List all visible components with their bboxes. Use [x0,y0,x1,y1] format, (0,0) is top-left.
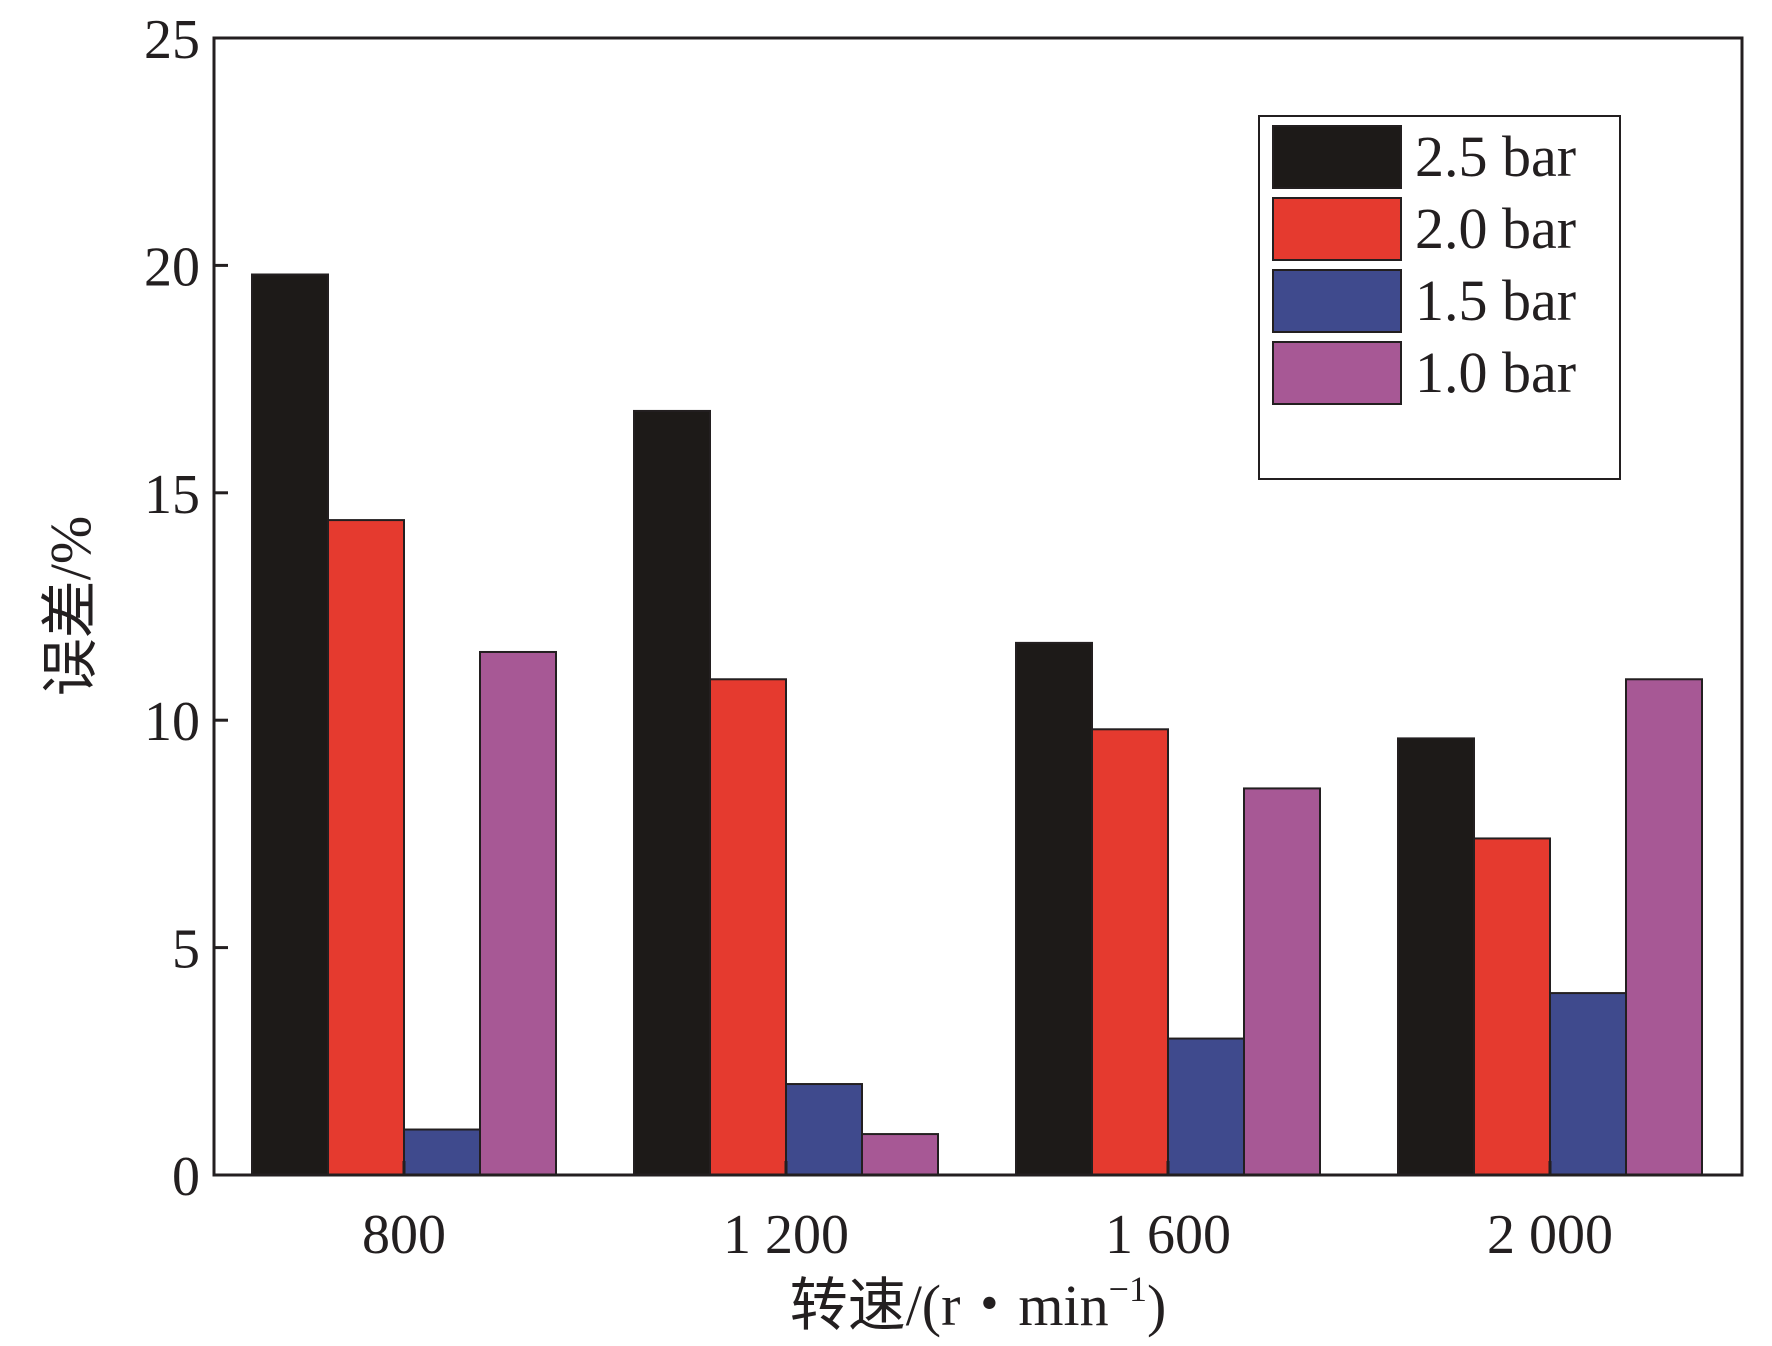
y-axis-title: 误差/% [38,516,103,696]
y-tick-label: 15 [144,464,200,526]
bar-1-5-bar-2000 [1549,992,1627,1177]
y-tick-label: 25 [144,9,200,71]
x-axis-title-main: 转速/(r・min [790,1273,1109,1338]
bar-2-5-bar-1200 [633,409,711,1177]
x-tick-label: 2 000 [1487,1204,1613,1266]
bar-2-0-bar-800 [327,519,405,1176]
bar-2-0-bar-2000 [1473,837,1551,1176]
legend-swatch [1272,125,1402,189]
bar-1-0-bar-1200 [861,1133,939,1176]
bar-2-0-bar-1200 [709,678,787,1176]
bar-1-0-bar-2000 [1625,678,1703,1176]
bars-group [251,273,1703,1177]
bar-1-5-bar-1200 [785,1083,863,1177]
legend-swatch [1272,269,1402,333]
legend-label: 2.0 bar [1415,196,1576,261]
plot-frame [212,36,1744,1177]
legend-label: 2.5 bar [1415,124,1576,189]
y-axis: 0 5 10 15 20 25 [144,9,228,1208]
legend: 2.5 bar 2.0 bar 1.5 bar 1.0 bar [1258,115,1621,480]
x-axis: 800 1 200 1 600 2 000 [362,1161,1613,1266]
legend-swatch [1272,197,1402,261]
x-axis-title-superscript: −1 [1109,1269,1147,1309]
legend-swatch [1272,341,1402,405]
legend-label: 1.0 bar [1415,340,1576,405]
y-tick-label: 0 [172,1146,200,1208]
bar-1-0-bar-1600 [1243,787,1321,1176]
bar-2-5-bar-2000 [1397,737,1475,1177]
y-tick-label: 5 [172,919,200,981]
x-axis-title-close: ) [1147,1273,1166,1338]
x-tick-label: 800 [362,1204,446,1266]
bar-1-5-bar-800 [403,1128,481,1177]
x-axis-title: 转速/(r・min−1) [790,1269,1167,1338]
bar-2-5-bar-1600 [1015,641,1093,1176]
bar-1-5-bar-1600 [1167,1037,1245,1177]
bar-2-0-bar-1600 [1091,728,1169,1177]
x-tick-label: 1 200 [723,1204,849,1266]
x-tick-label: 1 600 [1105,1204,1231,1266]
bar-2-5-bar-800 [251,273,329,1177]
y-tick-label: 10 [144,691,200,753]
legend-label: 1.5 bar [1415,268,1576,333]
bar-1-0-bar-800 [479,650,557,1176]
y-tick-label: 20 [144,236,200,298]
